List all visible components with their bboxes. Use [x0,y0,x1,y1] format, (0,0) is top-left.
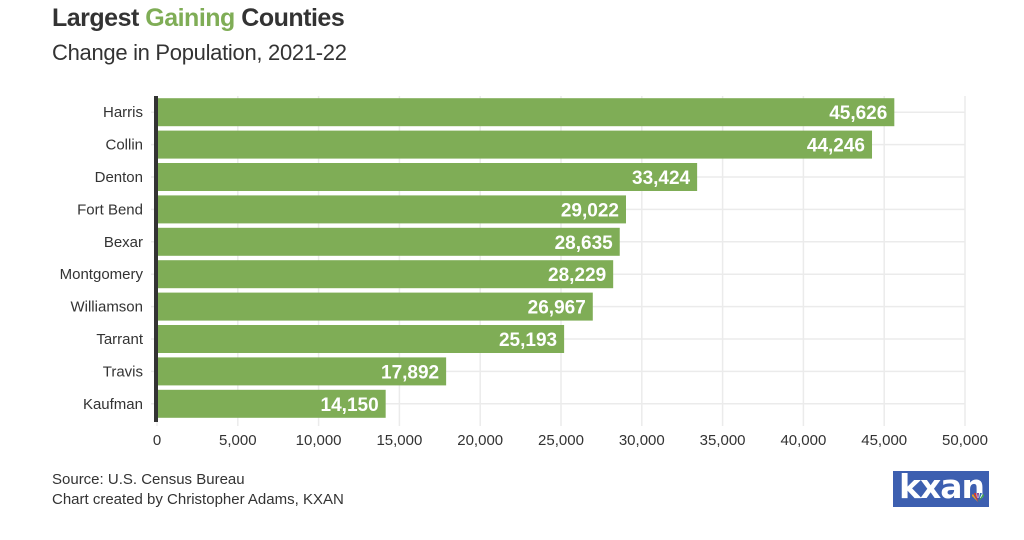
value-label: 28,229 [548,265,606,286]
bar-travis [157,357,447,386]
x-tick-label: 10,000 [296,432,342,449]
y-axis-labels: Harris Collin Denton Fort Bend Bexar Montgome… [60,104,144,413]
title-prefix: Largest [52,4,146,32]
bar-harris [157,98,895,127]
value-label: 28,635 [555,233,614,254]
bar-denton [157,163,698,191]
bar-kaufman [157,389,386,418]
title-suffix: Counties [234,4,345,32]
value-label: 25,193 [499,330,557,351]
y-tick-label: Travis [103,363,143,380]
source-note: Source: U.S. Census Bureau [52,471,245,488]
value-labels: 45,626 44,246 33,424 29,022 28,635 28,229 26,9… [321,103,888,416]
chart-title: Largest Gaining Counties [52,4,345,33]
y-tick-label: Fort Bend [77,201,143,218]
y-tick-label: Williamson [70,299,143,316]
y-tick-label: Montgomery [60,266,144,283]
value-label: 26,967 [528,298,586,319]
value-label: 17,892 [381,362,439,383]
bar-collin [157,130,873,159]
logo-text: kxan [899,467,985,506]
y-axis-line [154,96,158,422]
nbc-peacock-icon [971,493,985,502]
value-label: 33,424 [632,168,691,189]
y-tick-label: Tarrant [96,331,144,348]
x-tick-label: 0 [153,432,161,449]
title-highlight: Gaining [145,4,235,32]
x-tick-label: 30,000 [619,432,665,449]
bar-montgomery [157,260,614,289]
kxan-logo: kxan [893,467,989,507]
x-tick-label: 50,000 [942,432,988,449]
x-tick-label: 15,000 [376,432,422,449]
bars [157,98,895,418]
value-label: 14,150 [321,395,379,416]
x-tick-label: 20,000 [457,432,503,449]
x-tick-label: 25,000 [538,432,584,449]
x-tick-label: 40,000 [780,432,826,449]
y-tick-label: Collin [105,137,143,154]
x-tick-label: 45,000 [861,432,907,449]
value-label: 45,626 [829,103,887,124]
y-tick-label: Kaufman [83,396,143,413]
y-tick-label: Denton [95,169,143,186]
credit-note: Chart created by Christopher Adams, KXAN [52,491,344,508]
value-label: 44,246 [807,136,865,157]
bar-bexar [157,227,620,256]
value-label: 29,022 [561,200,619,221]
bar-fort-bend [157,195,626,224]
x-axis-labels: 0 5,000 10,000 15,000 20,000 25,000 30,000 35,0… [153,432,988,449]
y-tick-label: Harris [103,104,143,121]
bar-williamson [157,292,593,321]
bar-tarrant [157,325,565,353]
y-tick-label: Bexar [104,234,143,251]
footer: Source: U.S. Census Bureau Chart created… [52,470,344,510]
x-tick-label: 5,000 [219,432,257,449]
x-tick-label: 35,000 [700,432,746,449]
chart-subtitle: Change in Population, 2021-22 [52,40,347,65]
